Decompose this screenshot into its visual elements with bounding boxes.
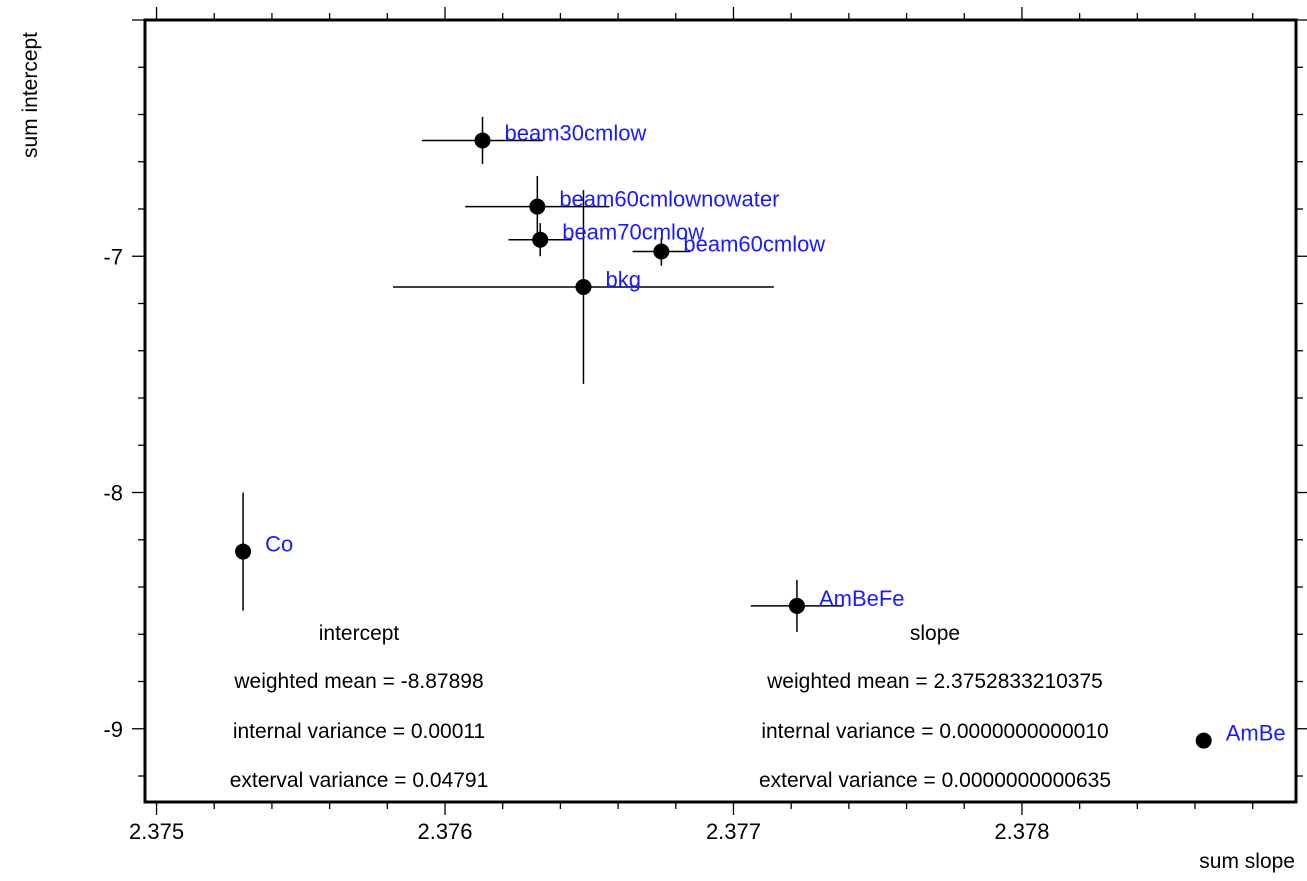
data-points	[235, 132, 1212, 749]
x-tick-label: 2.375	[129, 819, 184, 844]
intercept-internal-variance: internal variance = 0.00011	[233, 720, 485, 743]
point-labels: beam30cmlow beam60cmlownowater beam70cmlow…	[265, 120, 1286, 745]
data-point	[1195, 732, 1212, 749]
x-tick-label: 2.376	[417, 819, 472, 844]
data-point	[653, 243, 670, 260]
point-label: beam70cmlow	[562, 220, 704, 245]
data-point	[235, 543, 252, 560]
data-point	[788, 597, 805, 614]
intercept-exterval-variance: exterval variance = 0.04791	[230, 769, 489, 792]
data-point	[532, 231, 549, 248]
intercept-header: intercept	[319, 622, 400, 645]
data-point	[575, 278, 592, 295]
slope-weighted-mean: weighted mean = 2.3752833210375	[766, 670, 1103, 693]
intercept-weighted-mean: weighted mean = -8.87898	[233, 670, 483, 693]
plot-frame	[143, 18, 1298, 804]
x-tick-label: 2.378	[994, 819, 1049, 844]
slope-exterval-variance: exterval variance = 0.0000000000635	[759, 769, 1111, 792]
point-label: bkg	[605, 267, 640, 292]
axis-ticks	[132, 7, 1307, 815]
point-label: beam60cmlownowater	[559, 187, 779, 212]
intercept-stats: intercept weighted mean = -8.87898 inter…	[230, 622, 489, 792]
point-label: beam60cmlow	[683, 232, 825, 257]
point-label: AmBeFe	[819, 586, 905, 611]
x-axis-title: sum slope	[1199, 850, 1295, 873]
slope-internal-variance: internal variance = 0.0000000000010	[761, 720, 1108, 743]
slope-stats: slope weighted mean = 2.3752833210375 in…	[759, 622, 1111, 792]
data-point	[529, 198, 546, 215]
y-tick-label: -7	[103, 244, 123, 269]
y-axis-title: sum intercept	[19, 32, 42, 158]
x-tick-label: 2.377	[706, 819, 761, 844]
point-label: AmBe	[1226, 721, 1286, 746]
y-tick-label: -8	[103, 481, 123, 506]
slope-header: slope	[910, 622, 960, 645]
point-label: beam30cmlow	[505, 120, 647, 145]
data-point	[474, 132, 491, 149]
point-label: Co	[265, 532, 293, 557]
y-tick-label: -9	[103, 717, 123, 742]
plot-border	[143, 18, 1298, 804]
tick-labels: 2.375 2.376 2.377 2.378 -7 -8 -9	[103, 244, 1049, 844]
